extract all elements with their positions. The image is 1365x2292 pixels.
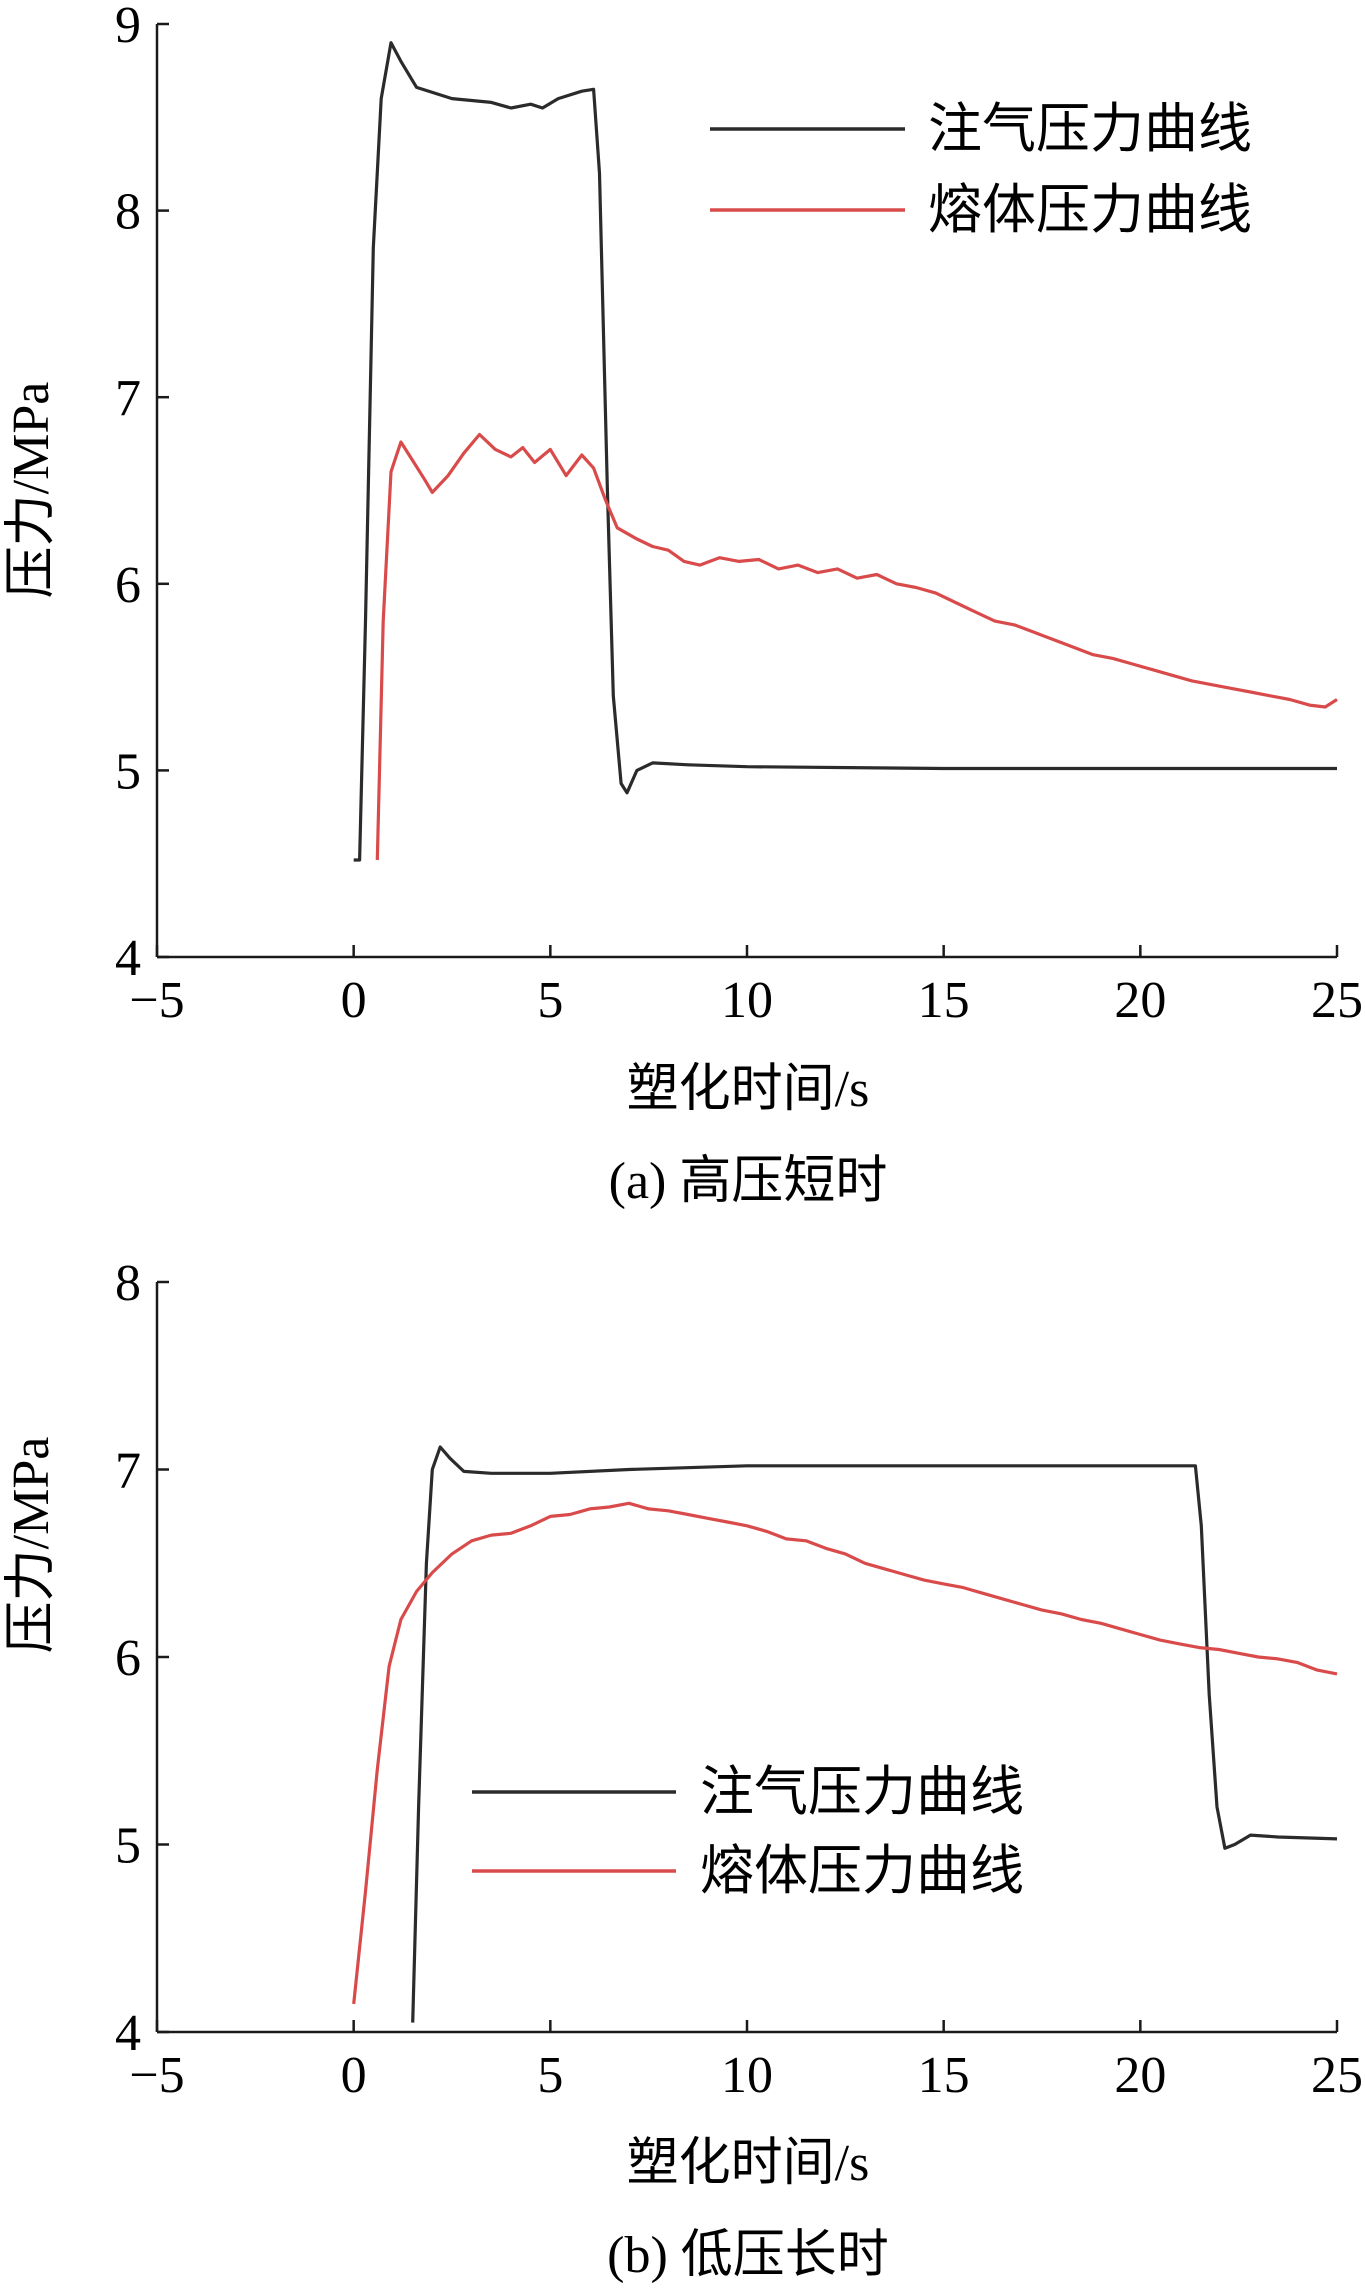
x-tick-label: 25 [1311,2047,1363,2104]
panel-a-series [353,41,1338,862]
x-tick-label: −5 [129,972,184,1029]
melt-pressure-line [352,1501,1338,2005]
panel-b-y-axis-title: 压力/MPa [3,1437,60,1654]
gas-pressure-line [353,41,1337,862]
x-tick-label: 20 [1114,2047,1166,2104]
panel-a: −5 0 5 10 15 20 25 4 5 6 7 8 9 压力/MPa 塑化时间/s (a) 高压… [3,0,1363,1210]
panel-a-y-axis-title: 压力/MPa [3,382,60,599]
x-tick-label: 0 [341,972,367,1029]
x-tick-label: 15 [918,2047,970,2104]
x-tick-label: 25 [1311,972,1363,1029]
y-tick-label: 8 [115,1255,141,1312]
panel-b-legend: 注气压力曲线 熔体压力曲线 [472,1762,1024,1901]
panel-b: −5 0 5 10 15 20 25 4 5 6 7 8 压力/MPa 塑化时间/s (b) 低压长… [3,1255,1363,2284]
panel-b-x-axis-title: 塑化时间/s [627,2135,870,2192]
y-tick-label: 4 [115,2005,141,2062]
y-tick-label: 5 [115,1818,141,1875]
x-tick-label: −5 [129,2047,184,2104]
y-tick-label: 5 [115,743,141,800]
panel-a-y-ticks: 4 5 6 7 8 9 [115,0,169,987]
y-tick-label: 7 [115,370,141,427]
x-tick-label: 20 [1114,972,1166,1029]
panel-a-caption: (a) 高压短时 [609,1153,888,1210]
x-tick-label: 0 [341,2047,367,2104]
panel-b-series [352,1445,1338,2023]
panel-a-legend-label-melt: 熔体压力曲线 [928,180,1252,240]
x-tick-label: 5 [537,2047,563,2104]
y-tick-label: 8 [115,184,141,241]
x-tick-label: 5 [537,972,563,1029]
y-tick-label: 6 [115,1630,141,1687]
panel-b-y-ticks: 4 5 6 7 8 [115,1255,169,2062]
gas-pressure-line [411,1445,1338,2023]
y-tick-label: 9 [115,0,141,54]
x-tick-label: 15 [918,972,970,1029]
panel-a-legend: 注气压力曲线 熔体压力曲线 [710,99,1252,240]
x-tick-label: 10 [721,972,773,1029]
y-tick-label: 4 [115,930,141,987]
panel-a-x-axis-title: 塑化时间/s [627,1061,870,1118]
panel-b-x-ticks: −5 0 5 10 15 20 25 [129,2020,1363,2104]
melt-pressure-line [375,432,1338,861]
x-tick-label: 10 [721,2047,773,2104]
panel-b-legend-label-gas: 注气压力曲线 [700,1762,1024,1822]
panel-b-caption: (b) 低压长时 [607,2227,889,2284]
panel-b-legend-label-melt: 熔体压力曲线 [700,1841,1024,1901]
panel-a-legend-label-gas: 注气压力曲线 [928,99,1252,159]
y-tick-label: 7 [115,1443,141,1500]
panel-a-x-ticks: −5 0 5 10 15 20 25 [129,945,1363,1029]
y-tick-label: 6 [115,557,141,614]
